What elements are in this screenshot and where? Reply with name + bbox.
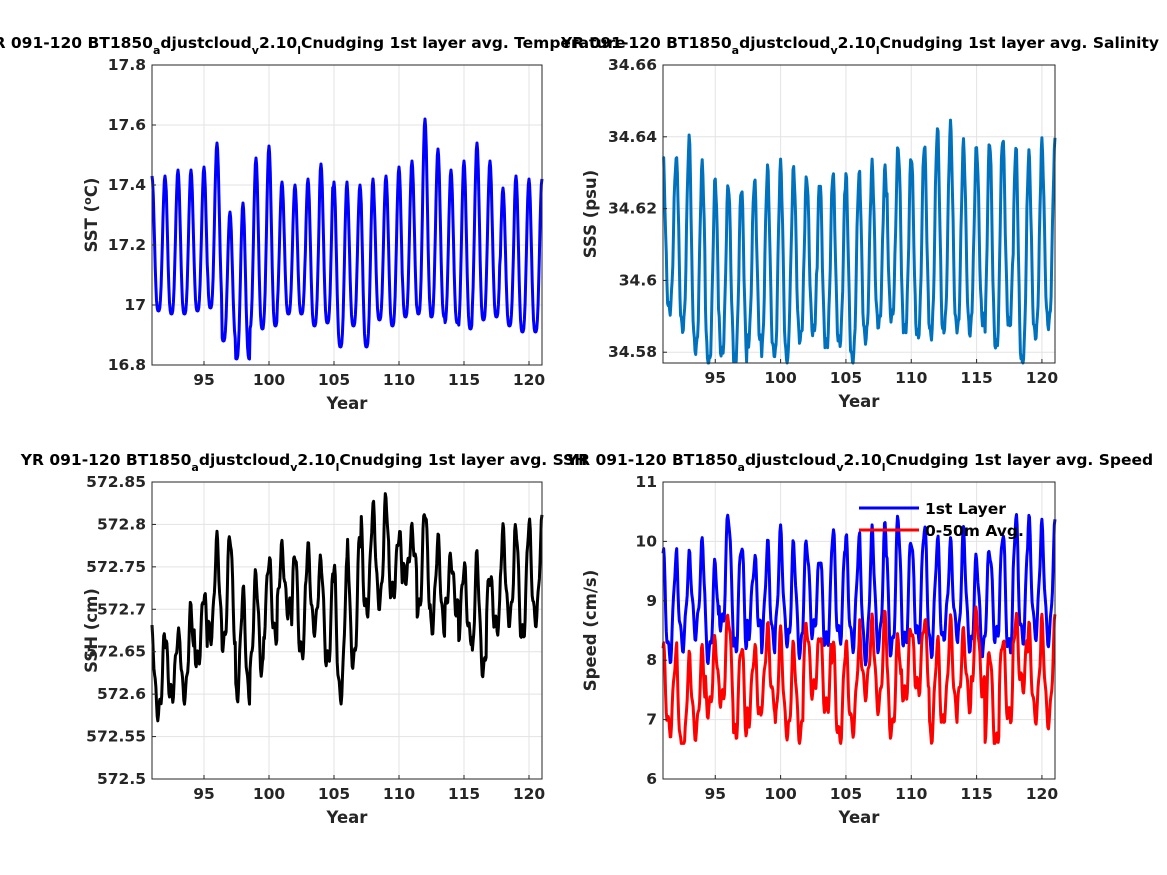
y-tick-label: 572.65 xyxy=(86,643,146,661)
y-axis-label-temperature: SST (oC) xyxy=(81,178,101,253)
x-tick-label: 110 xyxy=(383,371,416,389)
legend-label-0-50m-avg: 0-50m Avg. xyxy=(925,522,1024,540)
panel-speed: 95 100 105 110 115 120 6 7 8 9 10 11 YR 091-120 BT1… xyxy=(566,451,1153,827)
series-line-1 xyxy=(662,118,1057,365)
x-tick-label: 120 xyxy=(1026,369,1059,387)
axes-frame-temperature xyxy=(151,64,543,366)
plot-area-temperature xyxy=(152,65,542,365)
x-tick-label: 115 xyxy=(448,785,480,803)
series-line-1st-layer xyxy=(661,513,1057,667)
x-tick-label: 105 xyxy=(830,369,862,387)
axes-frame-ssh xyxy=(151,481,543,780)
y-tick-label: 11 xyxy=(635,473,657,491)
x-tick-label: 110 xyxy=(895,369,928,387)
y-tick-label: 6 xyxy=(646,770,657,788)
x-tick-label: 105 xyxy=(318,785,350,803)
legend-label-1st-layer: 1st Layer xyxy=(925,500,1006,518)
y-tick-label: 8 xyxy=(646,651,657,669)
x-axis-label-temperature: Year xyxy=(326,394,369,413)
series-line-2 xyxy=(150,492,544,723)
series-line-0 xyxy=(150,117,544,361)
ticks-salinity: 95 100 105 110 115 120 34.58 34.6 34.62 34.64 34.6… xyxy=(608,56,1058,387)
y-tick-label: 7 xyxy=(646,711,657,729)
x-tick-label: 95 xyxy=(193,785,215,803)
x-tick-label: 110 xyxy=(895,785,928,803)
series-line-0-50m-avg- xyxy=(661,605,1057,745)
x-tick-label: 120 xyxy=(513,371,546,389)
x-axis-label-speed: Year xyxy=(838,808,881,827)
x-tick-label: 110 xyxy=(383,785,416,803)
y-tick-label: 17.4 xyxy=(108,176,146,194)
axes-frame-speed xyxy=(662,481,1056,780)
y-tick-label: 572.55 xyxy=(86,728,146,746)
ticks-speed: 95 100 105 110 115 120 6 7 8 9 10 11 xyxy=(635,473,1058,803)
y-tick-label: 17 xyxy=(124,296,146,314)
y-tick-label: 9 xyxy=(646,592,657,610)
panel-temperature: 95 100 105 110 115 12016.81717.217.417.617.8 … xyxy=(0,34,626,413)
chart-title-salinity: YR 091-120 BT1850adjustcloudv2.10lCnudgi… xyxy=(560,34,1159,57)
x-tick-label: 95 xyxy=(193,371,215,389)
x-tick-label: 105 xyxy=(318,371,350,389)
x-tick-label: 120 xyxy=(1026,785,1059,803)
chart-title-temperature: YR 091-120 BT1850adjustcloudv2.10lCnudgi… xyxy=(0,34,626,57)
x-tick-label: 100 xyxy=(253,371,286,389)
y-tick-label: 17.2 xyxy=(108,236,146,254)
x-axis-label-salinity: Year xyxy=(838,392,881,411)
series-salinity xyxy=(662,118,1057,365)
legend-speed: 1st Layer 0-50m Avg. xyxy=(859,500,1024,540)
y-tick-label: 572.5 xyxy=(97,770,146,788)
y-tick-label: 34.62 xyxy=(608,200,657,218)
ticks-ssh: 95 100 105 110 115 120 572.5 572.55 572.6 572.65 5… xyxy=(86,473,545,803)
panel-ssh: 95 100 105 110 115 120 572.5 572.55 572.6 572.65 5… xyxy=(20,451,587,827)
chart-title-ssh: YR 091-120 BT1850adjustcloudv2.10lCnudgi… xyxy=(20,451,587,474)
x-tick-label: 115 xyxy=(960,785,992,803)
x-tick-label: 100 xyxy=(764,369,797,387)
ticks-temperature: 95 100 105 110 115 120 16.8 17 17.2 17.4 17.6 17.8 xyxy=(108,56,546,389)
x-tick-label: 105 xyxy=(830,785,862,803)
y-tick-label: 34.66 xyxy=(608,56,657,74)
plot-area-salinity xyxy=(663,65,1055,363)
y-tick-label: 16.8 xyxy=(108,356,146,374)
y-axis-label-speed: Speed (cm/s) xyxy=(581,570,600,692)
series-speed xyxy=(661,513,1057,745)
y-tick-label: 34.6 xyxy=(619,271,657,289)
chart-title-speed: YR 091-120 BT1850adjustcloudv2.10lCnudgi… xyxy=(566,451,1153,474)
y-tick-label: 17.6 xyxy=(108,116,146,134)
series-ssh xyxy=(150,492,544,723)
x-tick-label: 100 xyxy=(253,785,286,803)
y-tick-label: 34.64 xyxy=(608,128,657,146)
y-axis-label-salinity: SSS (psu) xyxy=(581,170,600,258)
y-tick-label: 17.8 xyxy=(108,56,146,74)
series-temperature xyxy=(150,117,544,361)
x-tick-label: 115 xyxy=(448,371,480,389)
x-tick-label: 95 xyxy=(704,369,726,387)
axes-frame-salinity xyxy=(662,64,1056,364)
x-tick-label: 100 xyxy=(764,785,797,803)
y-tick-label: 34.58 xyxy=(608,343,657,361)
y-tick-label: 572.7 xyxy=(97,600,146,618)
x-tick-label: 120 xyxy=(513,785,546,803)
y-tick-label: 10 xyxy=(635,532,657,550)
x-axis-label-ssh: Year xyxy=(326,808,369,827)
y-tick-label: 572.8 xyxy=(97,515,146,533)
y-tick-label: 572.85 xyxy=(86,473,146,491)
x-tick-label: 115 xyxy=(960,369,992,387)
x-tick-label: 95 xyxy=(704,785,726,803)
y-axis-label-ssh: SSH (cm) xyxy=(82,588,101,673)
panel-salinity: 95 100 105 110 115 120 34.58 34.6 34.62 34.64 34.6… xyxy=(560,34,1159,411)
y-tick-label: 572.75 xyxy=(86,558,146,576)
y-tick-label: 572.6 xyxy=(97,685,146,703)
